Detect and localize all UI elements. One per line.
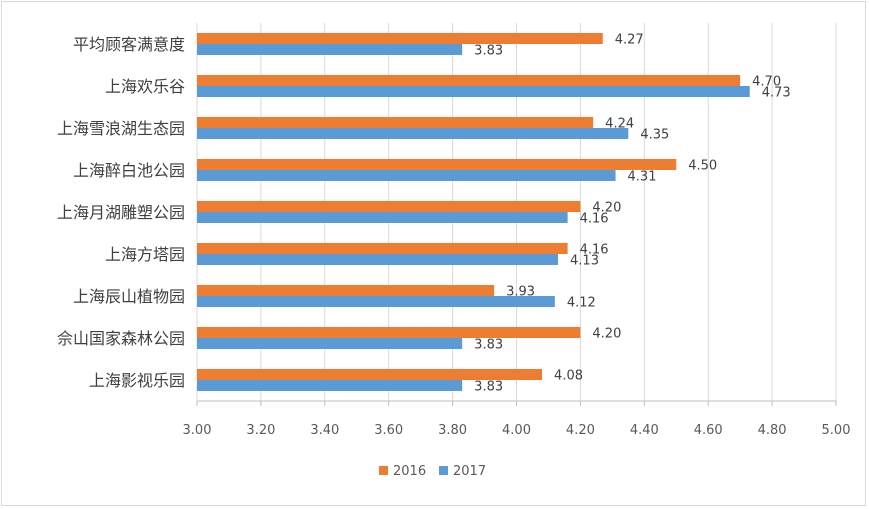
data-label-2016: 4.24 bbox=[605, 117, 634, 132]
legend-label-2017: 2017 bbox=[453, 464, 486, 479]
bar-2017 bbox=[197, 254, 559, 265]
data-label-2016: 4.16 bbox=[580, 243, 609, 258]
x-tick-label: 5.00 bbox=[822, 423, 851, 438]
data-label-2017: 4.73 bbox=[762, 86, 791, 101]
data-labels: 4.273.834.704.734.244.354.504.314.204.16… bbox=[474, 33, 791, 395]
data-label-2016: 4.20 bbox=[592, 201, 621, 216]
x-tick-label: 3.40 bbox=[310, 423, 339, 438]
x-axis-ticks: 3.00 3.20 3.40 3.60 3.80 4.00 4.20 4.40 4.60 4.80… bbox=[183, 423, 851, 438]
bar-2016 bbox=[197, 159, 677, 170]
x-tick-label: 3.00 bbox=[183, 423, 212, 438]
data-label-2017: 4.16 bbox=[580, 212, 609, 227]
data-label-2016: 4.50 bbox=[688, 159, 717, 174]
data-label-2017: 3.83 bbox=[474, 44, 503, 59]
x-tick-label: 3.80 bbox=[438, 423, 467, 438]
legend-swatch-2016 bbox=[379, 466, 388, 475]
bar-2017 bbox=[197, 86, 750, 97]
x-tick-label: 3.60 bbox=[374, 423, 403, 438]
bars bbox=[197, 33, 750, 391]
legend: 2016 2017 bbox=[379, 464, 486, 479]
data-label-2017: 3.83 bbox=[474, 380, 503, 395]
category-label: 上海方塔园 bbox=[105, 245, 185, 264]
data-label-2016: 4.08 bbox=[554, 369, 583, 384]
bar-2017 bbox=[197, 338, 463, 349]
data-label-2016: 4.27 bbox=[615, 33, 644, 48]
bar-2016 bbox=[197, 243, 568, 254]
bar-2017 bbox=[197, 380, 463, 391]
data-label-2016: 3.93 bbox=[506, 285, 535, 300]
data-label-2016: 4.20 bbox=[592, 327, 621, 342]
bar-2017 bbox=[197, 212, 568, 223]
bar-2017 bbox=[197, 44, 463, 55]
bar-2016 bbox=[197, 33, 603, 44]
category-label: 佘山国家森林公园 bbox=[57, 329, 185, 348]
data-label-2017: 3.83 bbox=[474, 338, 503, 353]
data-label-2017: 4.31 bbox=[628, 170, 657, 185]
x-tick-label: 3.20 bbox=[246, 423, 275, 438]
data-label-2017: 4.13 bbox=[570, 254, 599, 269]
bar-2016 bbox=[197, 75, 741, 86]
bar-2017 bbox=[197, 296, 555, 307]
x-tick-label: 4.40 bbox=[630, 423, 659, 438]
bar-2016 bbox=[197, 369, 543, 380]
x-tick-label: 4.60 bbox=[694, 423, 723, 438]
legend-label-2016: 2016 bbox=[393, 464, 426, 479]
data-label-2017: 4.35 bbox=[640, 128, 669, 143]
bar-2016 bbox=[197, 201, 581, 212]
category-label: 上海醉白池公园 bbox=[73, 161, 185, 180]
category-label: 上海欢乐谷 bbox=[105, 77, 185, 96]
bar-2016 bbox=[197, 117, 594, 128]
bar-2017 bbox=[197, 128, 629, 139]
x-tick-label: 4.20 bbox=[566, 423, 595, 438]
category-label: 上海影视乐园 bbox=[89, 371, 185, 390]
bar-2016 bbox=[197, 327, 581, 338]
category-label: 上海月湖雕塑公园 bbox=[57, 203, 185, 222]
legend-swatch-2017 bbox=[439, 466, 448, 475]
bar-2016 bbox=[197, 285, 495, 296]
category-label: 上海辰山植物园 bbox=[73, 287, 185, 306]
category-label: 平均顾客满意度 bbox=[73, 35, 185, 54]
x-tick-label: 4.00 bbox=[502, 423, 531, 438]
data-label-2017: 4.12 bbox=[567, 296, 596, 311]
category-labels: 平均顾客满意度上海欢乐谷上海雪浪湖生态园上海醉白池公园上海月湖雕塑公园上海方塔园… bbox=[57, 35, 185, 390]
bar-2017 bbox=[197, 170, 616, 181]
data-label-2016: 4.70 bbox=[752, 75, 781, 90]
category-label: 上海雪浪湖生态园 bbox=[57, 119, 185, 138]
x-tick-label: 4.80 bbox=[758, 423, 787, 438]
